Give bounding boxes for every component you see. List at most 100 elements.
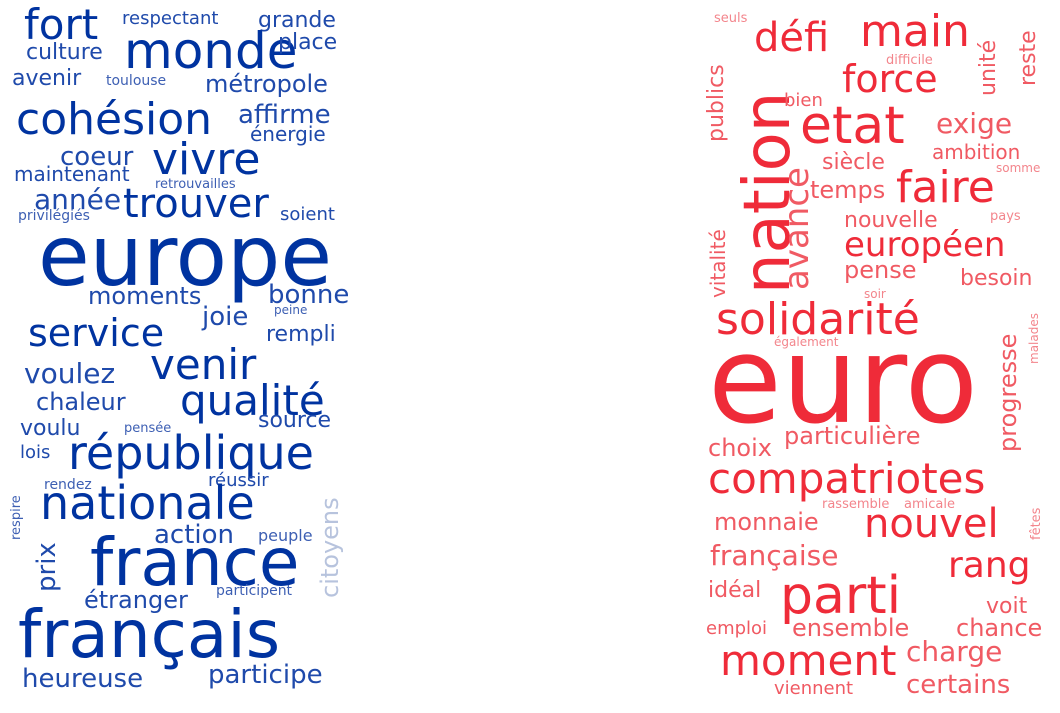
- word-maintenant: maintenant: [14, 162, 130, 186]
- word-toulouse: toulouse: [106, 73, 167, 89]
- word-certains: certains: [906, 670, 1011, 700]
- word-reussir: réussir: [208, 470, 269, 491]
- word-participent: participent: [216, 583, 293, 599]
- word-peine: peine: [274, 303, 308, 317]
- word-malades: malades: [1027, 313, 1041, 364]
- word-voulu: voulu: [20, 416, 81, 441]
- word-emploi: emploi: [706, 618, 768, 639]
- word-parti: parti: [780, 566, 902, 626]
- word-besoin: besoin: [960, 266, 1033, 291]
- word-particuliere: particulière: [784, 422, 921, 450]
- word-monde: monde: [124, 22, 298, 80]
- word-respectant: respectant: [122, 8, 219, 29]
- word-rempli: rempli: [266, 322, 336, 347]
- word-moments: moments: [88, 282, 202, 310]
- word-privilegies: privilégiés: [18, 208, 90, 224]
- word-participe: participe: [208, 660, 323, 690]
- word-voulez: voulez: [24, 357, 116, 390]
- word-seuls: seuls: [714, 11, 748, 26]
- word-force: force: [842, 57, 938, 101]
- left-word-cloud: fort respectant grande culture monde pla…: [0, 0, 365, 713]
- word-retrouvailles: retrouvailles: [155, 177, 236, 192]
- word-pensee: pensée: [124, 421, 172, 436]
- word-solidarite: solidarité: [716, 294, 920, 345]
- word-main: main: [860, 6, 970, 57]
- word-coeur: coeur: [60, 142, 134, 172]
- word-fort: fort: [24, 0, 99, 49]
- word-europe: europe: [38, 207, 332, 305]
- word-avenir: avenir: [12, 66, 82, 91]
- word-unite: unité: [976, 39, 1001, 96]
- word-faire: faire: [896, 162, 995, 213]
- word-amicale: amicale: [904, 497, 955, 512]
- word-etranger: étranger: [84, 586, 188, 614]
- word-culture: culture: [26, 40, 103, 65]
- word-vivre: vivre: [152, 134, 261, 185]
- word-europeen: européen: [844, 225, 1006, 265]
- word-etat: etat: [800, 96, 905, 156]
- word-progresse: progresse: [994, 333, 1022, 452]
- word-pense: pense: [844, 256, 917, 284]
- word-france: france: [90, 524, 300, 601]
- word-compatriotes: compatriotes: [708, 454, 986, 503]
- word-place: place: [278, 30, 338, 55]
- word-affirme: affirme: [238, 100, 331, 130]
- word-peuple: peuple: [258, 526, 313, 545]
- word-prix: prix: [32, 542, 62, 592]
- word-service: service: [28, 311, 165, 355]
- word-chance: chance: [956, 614, 1043, 642]
- word-vitalite: vitalité: [706, 229, 730, 298]
- right-word-cloud: seuls défi main unité reste difficile pu…: [700, 0, 1060, 713]
- word-republique: république: [68, 426, 314, 480]
- word-monnaie: monnaie: [714, 508, 819, 536]
- word-reste: reste: [1016, 30, 1041, 86]
- word-siecle: siècle: [822, 150, 885, 175]
- word-voit: voit: [986, 594, 1028, 619]
- word-temps: temps: [810, 176, 886, 204]
- word-soient: soient: [280, 204, 335, 225]
- word-ideal: idéal: [708, 578, 762, 603]
- word-heureuse: heureuse: [22, 664, 144, 694]
- word-venir: venir: [150, 340, 257, 389]
- word-citoyens: citoyens: [316, 497, 344, 598]
- word-pays: pays: [990, 209, 1021, 224]
- word-charge: charge: [906, 635, 1003, 668]
- word-bonne: bonne: [268, 280, 350, 310]
- word-lois: lois: [20, 442, 51, 463]
- word-avance: avance: [777, 167, 817, 290]
- word-annee: année: [34, 183, 122, 216]
- word-energie: énergie: [250, 122, 326, 146]
- word-fetes: fêtes: [1029, 507, 1044, 540]
- word-nouvel: nouvel: [864, 501, 999, 547]
- word-respire: respire: [9, 495, 24, 540]
- word-grande: grande: [258, 8, 336, 33]
- word-rang: rang: [948, 545, 1031, 586]
- word-somme: somme: [996, 161, 1041, 175]
- word-francais: français: [18, 596, 281, 673]
- word-metropole: métropole: [205, 70, 328, 98]
- word-ambition: ambition: [932, 140, 1021, 164]
- word-viennent: viennent: [774, 678, 854, 699]
- word-joie: joie: [202, 302, 249, 332]
- word-rassemble: rassemble: [822, 497, 890, 512]
- word-nouvelle: nouvelle: [844, 208, 938, 233]
- word-trouver: trouver: [123, 181, 269, 227]
- word-cohesion: cohésion: [16, 94, 213, 145]
- word-defi: défi: [754, 15, 830, 61]
- word-exige: exige: [936, 107, 1013, 140]
- word-nationale: nationale: [40, 476, 255, 530]
- word-euro: euro: [708, 312, 978, 451]
- word-choix: choix: [708, 434, 772, 462]
- word-moment: moment: [720, 636, 897, 685]
- word-ensemble: ensemble: [792, 614, 910, 642]
- word-soir: soir: [864, 287, 886, 301]
- word-qualite: qualité: [180, 376, 325, 425]
- word-rendez: rendez: [44, 477, 92, 493]
- word-bien: bien: [784, 90, 823, 111]
- word-source: source: [258, 408, 332, 433]
- word-publics: publics: [704, 64, 729, 142]
- word-action: action: [154, 520, 235, 550]
- word-egalement: également: [774, 335, 839, 349]
- word-chaleur: chaleur: [36, 388, 126, 416]
- word-difficile: difficile: [886, 53, 933, 68]
